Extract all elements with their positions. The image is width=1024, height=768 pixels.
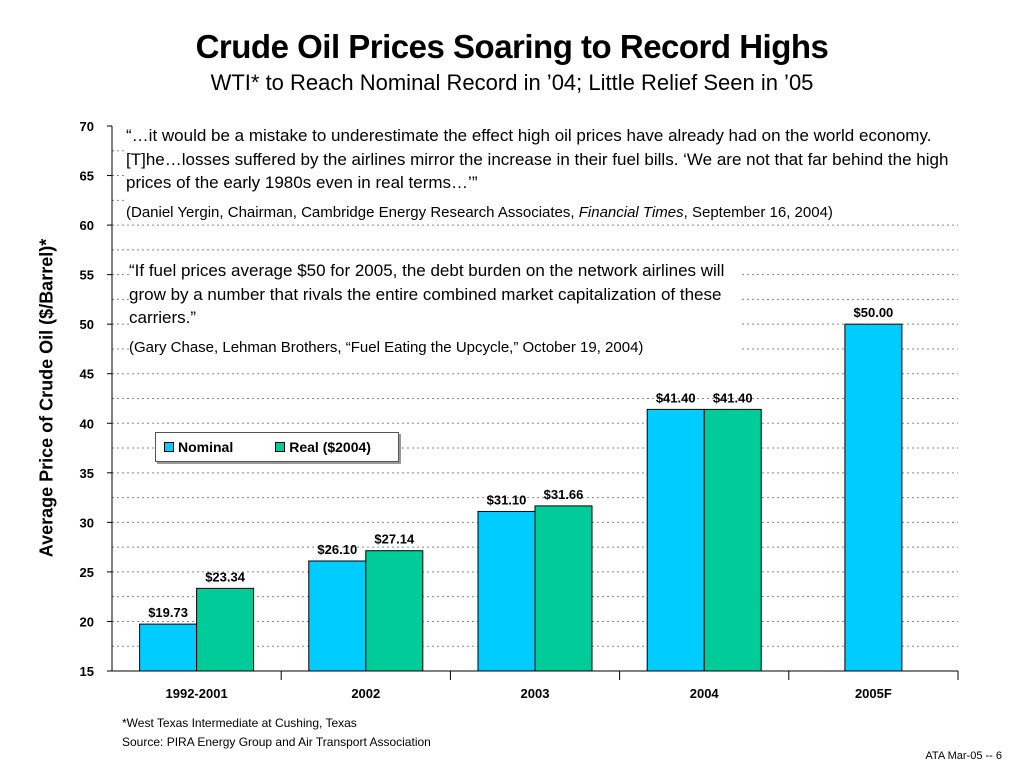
data-label: $41.40 <box>713 390 753 405</box>
quote-chase-text: “If fuel prices average $50 for 2005, th… <box>129 261 725 327</box>
quote-yergin: “…it would be a mistake to underestimate… <box>126 124 966 222</box>
footnote: *West Texas Intermediate at Cushing, Tex… <box>122 716 357 730</box>
quote-yergin-attribution: (Daniel Yergin, Chairman, Cambridge Ener… <box>126 203 966 222</box>
bar-nominal <box>844 323 903 672</box>
legend-label-real: Real ($2004) <box>289 439 371 455</box>
quote-yergin-text: “…it would be a mistake to underestimate… <box>126 126 949 192</box>
y-tick-label: 60 <box>80 218 94 233</box>
data-label: $27.14 <box>374 532 415 547</box>
y-tick-label: 15 <box>80 664 94 679</box>
chart-legend: Nominal Real ($2004) <box>155 432 399 462</box>
y-tick-label: 55 <box>80 268 94 283</box>
data-label: $31.66 <box>544 487 584 502</box>
y-tick-label: 20 <box>80 614 94 629</box>
bar-nominal <box>139 623 198 672</box>
quote-yergin-publication: Financial Times <box>578 203 684 221</box>
quote-chase-attribution: (Gary Chase, Lehman Brothers, “Fuel Eati… <box>129 338 644 356</box>
bar-nominal <box>646 408 705 672</box>
x-tick-label: 2003 <box>521 686 550 701</box>
legend-swatch-nominal <box>164 442 174 452</box>
x-tick-label: 2005F <box>855 686 892 701</box>
y-tick-label: 25 <box>80 565 94 580</box>
y-tick-label: 30 <box>80 515 94 530</box>
y-tick-label: 45 <box>80 367 94 382</box>
quote-yergin-attribution-prefix: (Daniel Yergin, Chairman, Cambridge Ener… <box>126 203 579 221</box>
slide-number: ATA Mar-05 -- 6 <box>925 750 1002 762</box>
page-title: Crude Oil Prices Soaring to Record Highs <box>195 28 829 65</box>
data-label: $19.73 <box>148 605 188 620</box>
bar-real <box>534 505 593 672</box>
x-tick-label: 2002 <box>351 686 380 701</box>
quote-chase: “If fuel prices average $50 for 2005, th… <box>129 259 741 357</box>
legend-item-real: Real ($2004) <box>275 439 371 455</box>
bar-nominal <box>308 560 367 672</box>
bar-nominal <box>477 510 536 672</box>
source-note: Source: PIRA Energy Group and Air Transp… <box>122 735 431 749</box>
bar-real <box>365 550 424 672</box>
data-label: $26.10 <box>317 542 357 557</box>
x-tick-label: 2004 <box>690 686 720 701</box>
page-subtitle: WTI* to Reach Nominal Record in ’04; Lit… <box>210 70 814 95</box>
x-tick-label: 1992-2001 <box>166 686 228 701</box>
y-tick-label: 50 <box>80 317 94 332</box>
data-label: $50.00 <box>854 305 894 320</box>
data-label: $23.34 <box>205 569 246 584</box>
bar-real <box>703 408 762 672</box>
quote-yergin-attribution-suffix: , September 16, 2004) <box>683 203 833 221</box>
y-tick-label: 35 <box>80 466 94 481</box>
data-label: $31.10 <box>487 492 527 507</box>
bar-real <box>196 587 255 672</box>
y-axis-label: Average Price of Crude Oil ($/Barrel)* <box>36 238 57 558</box>
legend-item-nominal: Nominal <box>164 439 233 455</box>
y-tick-label: 40 <box>80 416 94 431</box>
y-tick-label: 65 <box>80 169 94 184</box>
data-label: $41.40 <box>656 390 696 405</box>
legend-swatch-real <box>275 442 286 452</box>
legend-label-nominal: Nominal <box>178 439 234 455</box>
y-tick-label: 70 <box>80 119 94 134</box>
